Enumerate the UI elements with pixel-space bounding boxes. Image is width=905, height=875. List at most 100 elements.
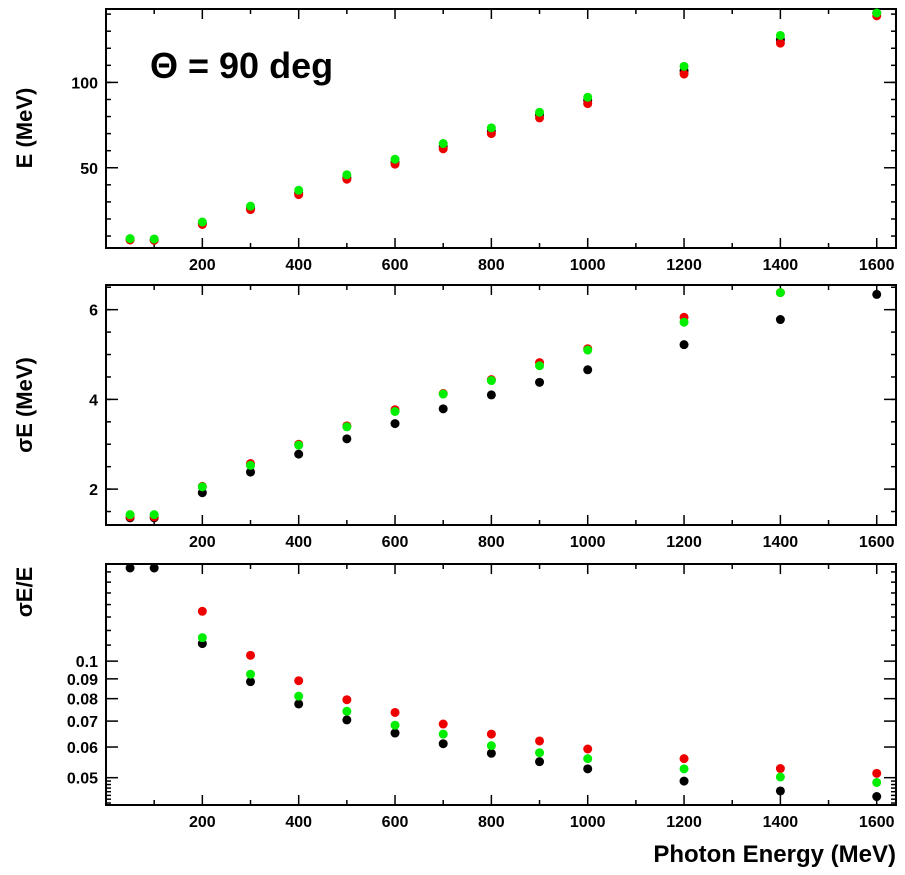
bottom-series-0-point [872, 792, 882, 802]
top-x-tick-label: 600 [382, 257, 409, 274]
bottom-series-2-point [535, 748, 545, 758]
top-series-2-point [438, 139, 448, 149]
middle-y-axis-title: σE (MeV) [12, 357, 37, 453]
bottom-series-0-point [583, 764, 593, 774]
top-series-2-point [125, 234, 135, 244]
bottom-series-2-point [294, 691, 304, 701]
bottom-series-0-point [342, 715, 352, 725]
top-x-tick-label: 1400 [763, 257, 799, 274]
middle-x-tick-label: 1200 [666, 534, 702, 551]
middle-series-2-point [246, 460, 256, 470]
middle-y-tick-label: 4 [89, 392, 98, 409]
top-x-tick-label: 400 [285, 257, 312, 274]
bottom-y-tick-label: 0.1 [76, 654, 98, 671]
middle-x-tick-label: 200 [189, 534, 216, 551]
bottom-series-2-point [486, 741, 496, 751]
bottom-x-tick-label: 800 [478, 814, 505, 831]
bottom-series-0-point [149, 563, 159, 573]
bottom-series-1-point [197, 606, 207, 616]
bottom-series-2-point [342, 706, 352, 716]
top-series-2-point [679, 61, 689, 71]
middle-series-2-point [294, 440, 304, 450]
bottom-series-0-point [390, 728, 400, 738]
middle-x-tick-label: 1600 [859, 534, 895, 551]
middle-series-2-point [390, 407, 400, 417]
bottom-series-0-point [679, 776, 689, 786]
middle-series-0-point [294, 449, 304, 459]
bottom-series-2-point [775, 772, 785, 782]
bottom-y-tick-label: 0.09 [67, 672, 98, 689]
middle-series-0-point [775, 315, 785, 325]
top-plot-frame [105, 8, 897, 249]
middle-series-0-point [438, 404, 448, 414]
middle-series-0-point [535, 377, 545, 387]
top-series-2-point [149, 234, 159, 244]
bottom-x-tick-label: 200 [189, 814, 216, 831]
bottom-x-tick-label: 1200 [666, 814, 702, 831]
top-x-tick-label: 1600 [859, 257, 895, 274]
bottom-series-1-point [679, 754, 689, 764]
bottom-series-2-point [246, 669, 256, 679]
middle-y-tick-label: 2 [89, 482, 98, 499]
middle-x-tick-label: 1400 [763, 534, 799, 551]
top-series-2-point [775, 30, 785, 40]
bottom-y-axis-title: σE/E [12, 567, 37, 618]
middle-x-tick-label: 600 [382, 534, 409, 551]
bottom-series-2-point [197, 633, 207, 643]
bottom-x-tick-label: 400 [285, 814, 312, 831]
bottom-series-1-point [390, 707, 400, 717]
bottom-series-1-point [583, 744, 593, 754]
top-x-tick-label: 800 [478, 257, 505, 274]
middle-series-2-point [535, 361, 545, 371]
top-x-tick-label: 1200 [666, 257, 702, 274]
bottom-series-1-point [246, 650, 256, 660]
bottom-series-1-point [294, 676, 304, 686]
top-series-2-point [583, 92, 593, 102]
bottom-series-2-point [872, 777, 882, 787]
middle-series-2-point [342, 422, 352, 432]
bottom-x-tick-label: 600 [382, 814, 409, 831]
x-axis-title: Photon Energy (MeV) [653, 841, 896, 868]
bottom-series-0-point [125, 563, 135, 573]
bottom-series-0-point [246, 677, 256, 687]
top-series-2-point [486, 123, 496, 133]
bottom-series-0-point [775, 786, 785, 796]
top-series-2-point [197, 217, 207, 227]
top-x-tick-label: 1000 [570, 257, 606, 274]
bottom-series-0-point [438, 739, 448, 749]
bottom-series-0-point [486, 748, 496, 758]
bottom-plot-frame [105, 563, 897, 806]
theta-annotation: Θ = 90 deg [150, 45, 333, 86]
middle-series-2-point [486, 376, 496, 386]
middle-series-2-point [438, 389, 448, 399]
middle-series-0-point [486, 390, 496, 400]
top-series-2-point [390, 154, 400, 164]
middle-series-0-point [679, 340, 689, 350]
bottom-y-tick-label: 0.05 [67, 771, 98, 788]
bottom-y-tick-label: 0.06 [67, 740, 98, 757]
middle-series-2-point [583, 345, 593, 355]
middle-series-2-point [775, 288, 785, 298]
middle-series-2-point [125, 510, 135, 520]
top-series-1-point [775, 38, 785, 48]
top-series-1-point [679, 69, 689, 79]
middle-series-2-point [679, 317, 689, 327]
bottom-series-1-point [342, 695, 352, 705]
middle-series-0-point [390, 419, 400, 429]
top-y-tick-label: 50 [80, 161, 98, 178]
bottom-series-0-point [535, 757, 545, 767]
bottom-series-1-point [872, 768, 882, 778]
bottom-x-tick-label: 1400 [763, 814, 799, 831]
bottom-series-1-point [438, 719, 448, 729]
top-series-2-point [246, 201, 256, 211]
top-y-tick-label: 100 [71, 75, 98, 92]
middle-series-0-point [583, 365, 593, 375]
bottom-x-tick-label: 1000 [570, 814, 606, 831]
top-series-2-point [872, 8, 882, 18]
bottom-series-1-point [535, 736, 545, 746]
bottom-y-tick-label: 0.07 [67, 714, 98, 731]
bottom-series-1-point [486, 729, 496, 739]
top-series-2-point [294, 185, 304, 195]
top-y-axis-title: E (MeV) [12, 88, 37, 169]
